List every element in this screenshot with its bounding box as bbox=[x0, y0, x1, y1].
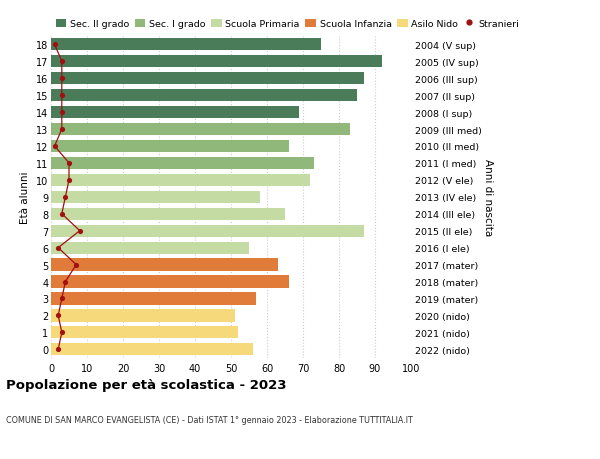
Bar bbox=[51, 225, 364, 237]
Point bbox=[57, 126, 67, 134]
Bar bbox=[51, 191, 260, 203]
Point bbox=[57, 211, 67, 218]
Point bbox=[57, 109, 67, 117]
Point bbox=[57, 295, 67, 302]
Point bbox=[53, 312, 63, 319]
Legend: Sec. II grado, Sec. I grado, Scuola Primaria, Scuola Infanzia, Asilo Nido, Stran: Sec. II grado, Sec. I grado, Scuola Prim… bbox=[56, 20, 519, 29]
Point bbox=[64, 177, 74, 184]
Bar bbox=[51, 343, 253, 356]
Point bbox=[75, 228, 85, 235]
Bar bbox=[51, 157, 314, 170]
Point bbox=[53, 346, 63, 353]
Point bbox=[61, 194, 70, 201]
Y-axis label: Età alunni: Età alunni bbox=[20, 171, 30, 224]
Point bbox=[57, 329, 67, 336]
Bar bbox=[51, 293, 256, 305]
Y-axis label: Anni di nascita: Anni di nascita bbox=[483, 159, 493, 236]
Point bbox=[57, 92, 67, 100]
Bar bbox=[51, 140, 289, 153]
Bar bbox=[51, 174, 310, 186]
Bar bbox=[51, 39, 321, 51]
Point bbox=[50, 143, 59, 150]
Point bbox=[53, 245, 63, 252]
Point bbox=[61, 278, 70, 285]
Bar bbox=[51, 208, 285, 220]
Bar bbox=[51, 242, 249, 254]
Bar bbox=[51, 326, 238, 339]
Point bbox=[57, 75, 67, 83]
Point bbox=[64, 160, 74, 167]
Point bbox=[71, 261, 81, 269]
Text: Popolazione per età scolastica - 2023: Popolazione per età scolastica - 2023 bbox=[6, 379, 287, 392]
Bar bbox=[51, 276, 289, 288]
Text: COMUNE DI SAN MARCO EVANGELISTA (CE) - Dati ISTAT 1° gennaio 2023 - Elaborazione: COMUNE DI SAN MARCO EVANGELISTA (CE) - D… bbox=[6, 415, 413, 425]
Point bbox=[57, 58, 67, 66]
Bar bbox=[51, 310, 235, 322]
Bar bbox=[51, 90, 357, 102]
Bar bbox=[51, 107, 299, 119]
Bar bbox=[51, 123, 350, 136]
Bar bbox=[51, 56, 382, 68]
Bar bbox=[51, 73, 364, 85]
Point bbox=[50, 41, 59, 49]
Bar bbox=[51, 259, 278, 271]
